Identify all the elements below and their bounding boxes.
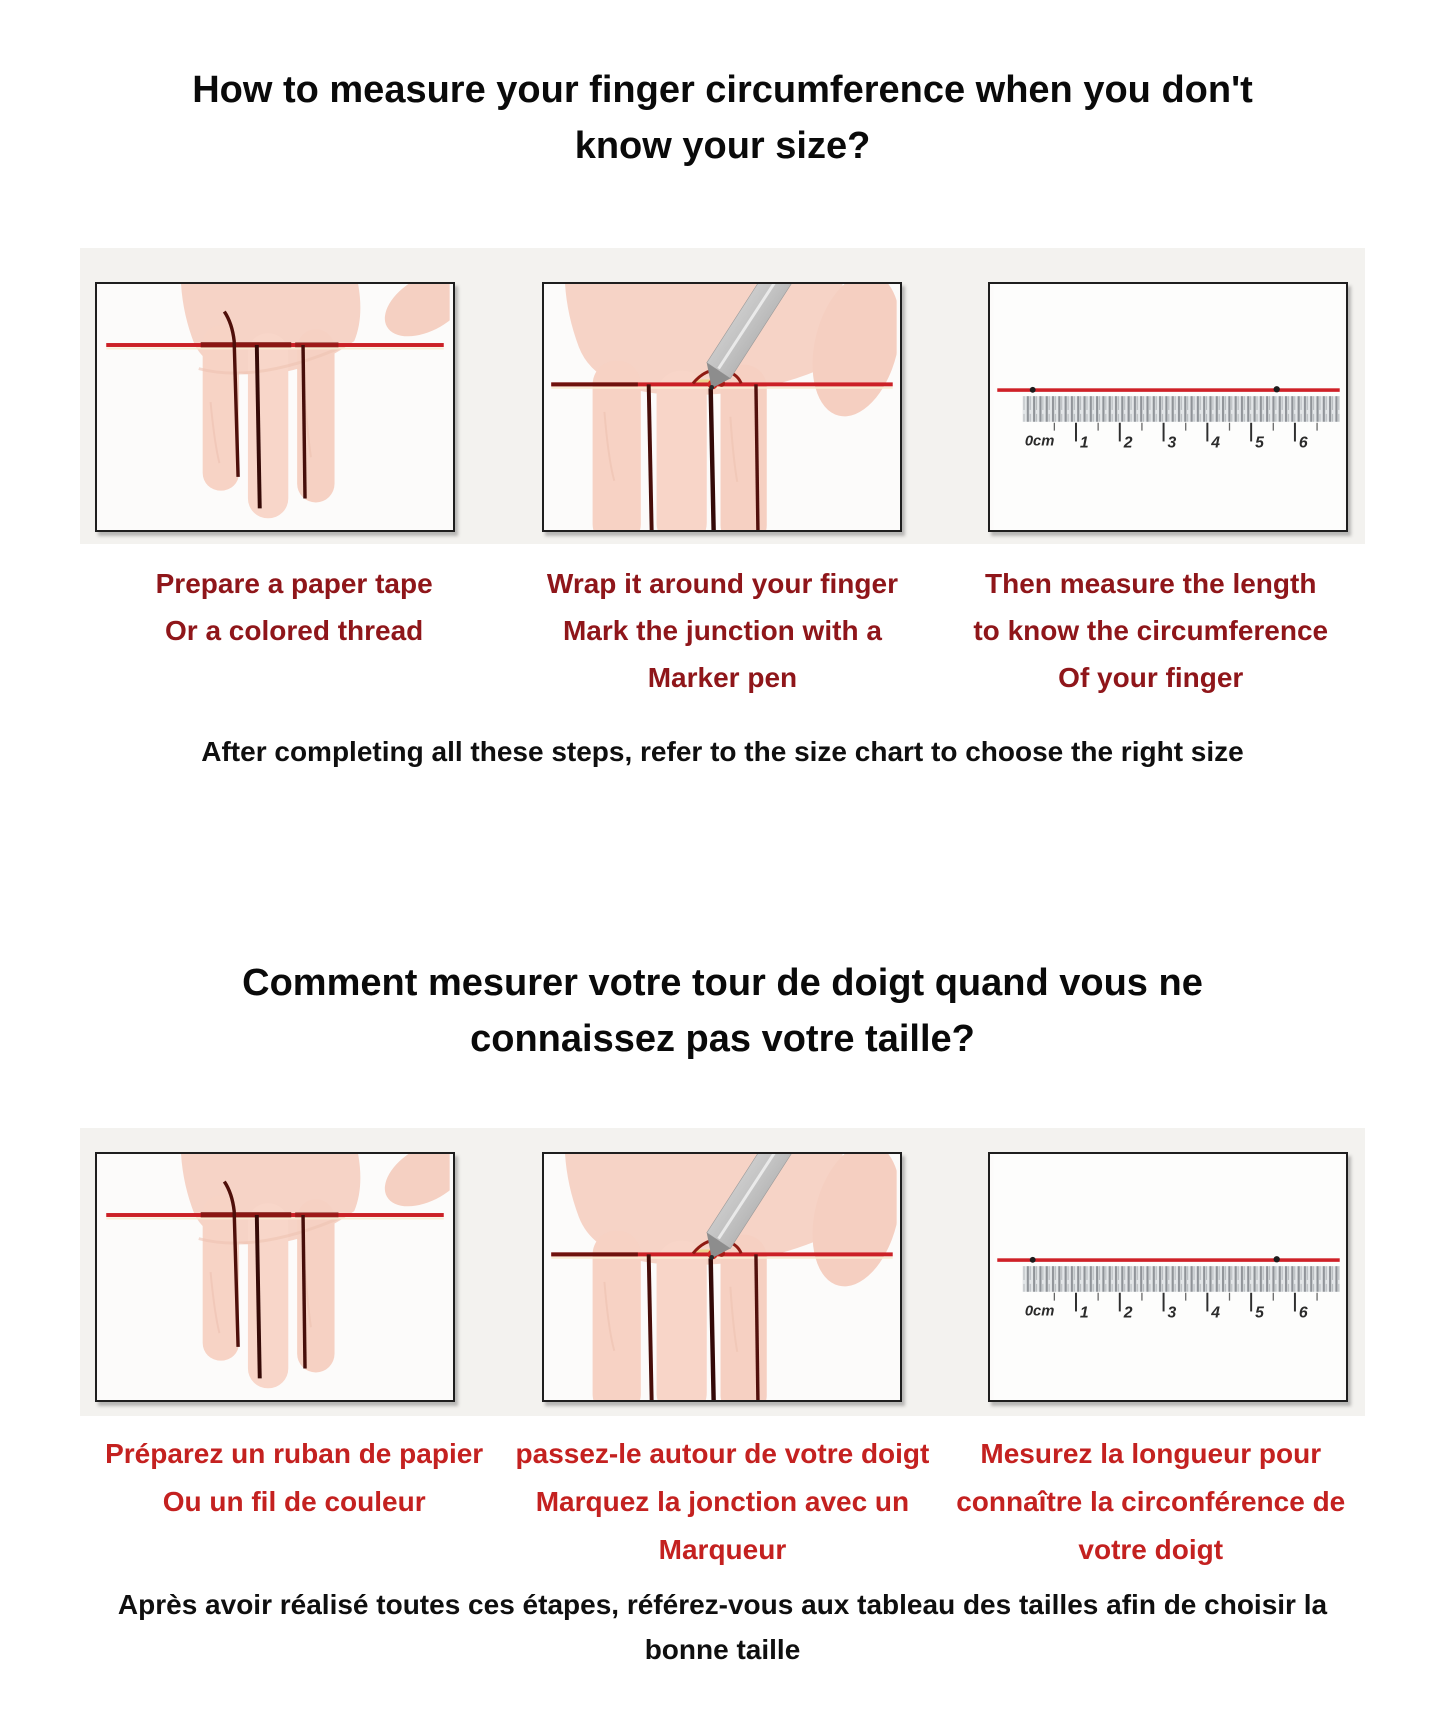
page-title-french: Comment mesurer votre tour de doigt quan… [242,962,1203,1060]
caption-line: to know the circumference [973,615,1329,646]
caption-line [80,1526,508,1574]
hand-thread-illustration [97,284,453,530]
section-french: Comment mesurer votre tour de doigt quan… [0,955,1445,1672]
page-title-english: How to measure your finger circumference… [192,69,1253,167]
caption-line: Of your finger [1058,662,1244,693]
hand-marker-photo [541,1152,902,1402]
size-chart-note-english: After completing all these steps, refer … [201,736,1244,767]
caption-line: connaître la circonférence de [956,1486,1346,1517]
step2-caption-fr: passez-le autour de votre doigt Marquez … [508,1430,936,1574]
step2-caption-en: Wrap it around your finger Mark the junc… [508,560,936,701]
caption-line: Mesurez la longueur pour [980,1438,1322,1469]
step1-caption-fr: Préparez un ruban de papier Ou un fil de… [80,1430,508,1574]
caption-line: votre doigt [1078,1534,1224,1565]
photo-strip-english [80,248,1365,544]
ruler-illustration [990,284,1346,530]
caption-line: Ou un fil de couleur [162,1486,426,1517]
caption-line [80,654,508,701]
size-chart-note-french: Après avoir réalisé toutes ces étapes, r… [117,1589,1328,1665]
caption-line: passez-le autour de votre doigt [515,1438,930,1469]
step1-caption-en: Prepare a paper tape Or a colored thread [80,560,508,701]
step3-caption-fr: Mesurez la longueur pour connaître la ci… [937,1430,1365,1574]
caption-line: Marquez la jonction avec un [535,1486,910,1517]
captions-english: Prepare a paper tape Or a colored thread… [80,560,1365,701]
step3-caption-en: Then measure the length to know the circ… [937,560,1365,701]
caption-line: Préparez un ruban de papier [105,1438,484,1469]
hand-marker-illustration [544,1154,900,1400]
hand-thread-photo [95,1152,455,1402]
caption-line: Mark the junction with a [562,615,882,646]
hand-marker-photo [541,282,902,532]
caption-line: Then measure the length [985,568,1317,599]
ruler-illustration [990,1154,1346,1400]
caption-line: Marqueur [658,1534,787,1565]
captions-french: Préparez un ruban de papier Ou un fil de… [80,1430,1365,1574]
caption-line: Or a colored thread [165,615,424,646]
photo-strip-french [80,1128,1365,1416]
hand-marker-illustration [544,284,900,530]
ruler-photo [988,282,1348,532]
section-english: How to measure your finger circumference… [0,62,1445,769]
caption-line: Wrap it around your finger [546,568,898,599]
hand-thread-photo [95,282,455,532]
caption-line: Marker pen [647,662,798,693]
ruler-photo [988,1152,1348,1402]
hand-thread-illustration [97,1154,453,1400]
caption-line: Prepare a paper tape [155,568,433,599]
